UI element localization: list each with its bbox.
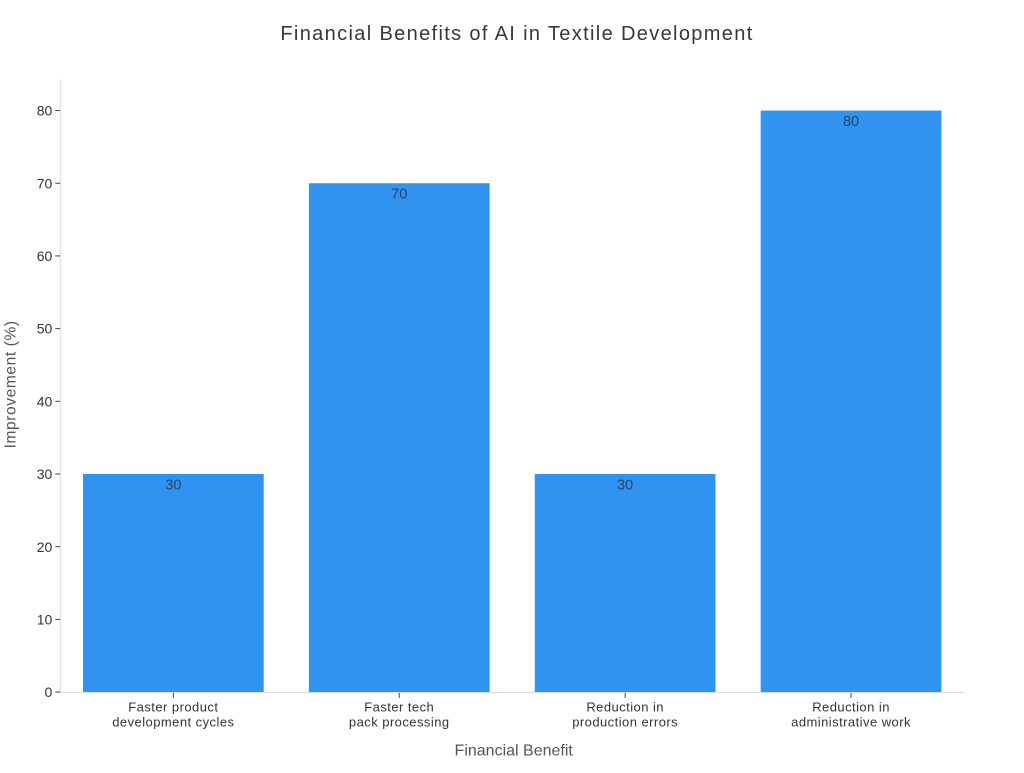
svg-text:Reduction in: Reduction in <box>586 700 664 715</box>
svg-text:0: 0 <box>45 684 53 700</box>
svg-text:60: 60 <box>37 248 53 264</box>
svg-text:Reduction in: Reduction in <box>812 700 890 715</box>
svg-text:Financial Benefits of AI in Te: Financial Benefits of AI in Textile Deve… <box>280 23 753 45</box>
svg-text:50: 50 <box>37 321 53 337</box>
svg-text:Financial Benefit: Financial Benefit <box>455 743 574 760</box>
svg-text:20: 20 <box>37 539 53 555</box>
svg-text:30: 30 <box>37 466 53 482</box>
svg-text:70: 70 <box>37 175 53 191</box>
svg-text:Faster tech: Faster tech <box>364 700 434 715</box>
svg-text:development cycles: development cycles <box>112 714 234 729</box>
svg-text:pack processing: pack processing <box>349 714 450 729</box>
svg-text:80: 80 <box>843 114 859 130</box>
svg-text:70: 70 <box>391 187 407 203</box>
svg-text:Improvement (%): Improvement (%) <box>2 320 19 448</box>
svg-text:administrative work: administrative work <box>791 714 911 729</box>
svg-text:40: 40 <box>37 393 53 409</box>
svg-text:production errors: production errors <box>572 714 678 729</box>
svg-text:30: 30 <box>165 477 181 493</box>
svg-text:10: 10 <box>37 611 53 627</box>
svg-text:30: 30 <box>617 477 633 493</box>
svg-text:80: 80 <box>37 103 53 119</box>
svg-text:Faster product: Faster product <box>128 700 218 715</box>
